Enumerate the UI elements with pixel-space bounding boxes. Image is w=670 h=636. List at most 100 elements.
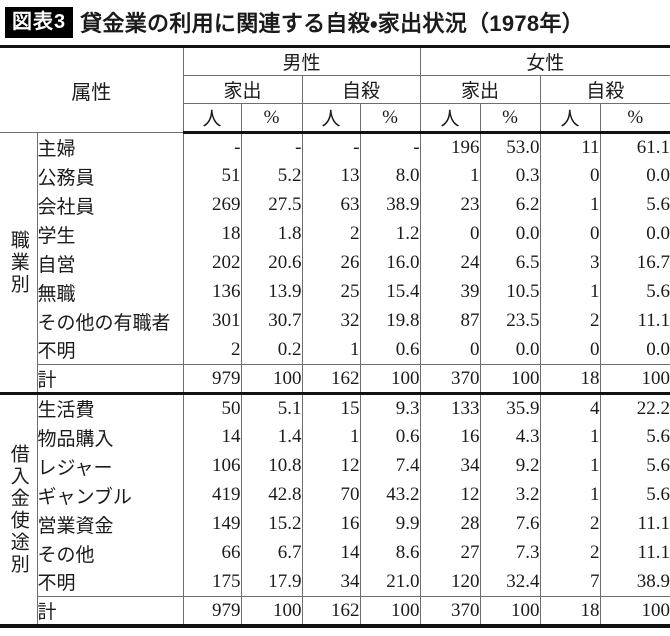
cell-value: - (240, 132, 302, 162)
header-male-suicide: 自殺 (301, 75, 421, 104)
cell-value: 120 (419, 567, 481, 597)
cell-value: 16 (419, 422, 481, 452)
cell-value: 16.7 (599, 248, 670, 278)
cell-value: 100 (359, 364, 421, 395)
cell-value: 0.3 (479, 161, 541, 191)
table-row: 無職 136 13.9 25 15.4 39 10.5 1 5.6 (0, 277, 670, 307)
cell-value: 6.5 (479, 248, 541, 278)
stats-table: 属性 男性 女性 家出 自殺 家出 自殺 人 % 人 % 人 % 人 % 職業別… (0, 45, 670, 628)
table-row: 借入金使途別 生活費 50 5.1 15 9.3 133 35.9 4 22.2 (0, 393, 670, 576)
cell-value: 13 (301, 161, 360, 191)
table-row-total: 計 979 100 162 100 370 100 18 100 (0, 596, 670, 626)
cell-value: 1 (539, 190, 601, 220)
cell-value: 1 (539, 422, 601, 452)
cell-value: 100 (479, 596, 541, 626)
header-male: 男性 (182, 46, 421, 76)
cell-value: 162 (301, 596, 360, 626)
cell-value: 18 (539, 596, 601, 626)
header-unit: 人 (419, 103, 481, 134)
cell-value: 5.6 (599, 190, 670, 220)
cell-value: 0.0 (479, 335, 541, 365)
cell-value: 0 (539, 161, 601, 191)
cell-value: 8.6 (359, 538, 421, 568)
cell-value: 11 (539, 132, 601, 162)
row-label: 不明 (36, 335, 183, 365)
cell-value: 14 (301, 538, 360, 568)
cell-value: 10.5 (479, 277, 541, 307)
cell-value: 13.9 (240, 277, 302, 307)
cell-value: 7 (539, 567, 601, 597)
cell-value: 162 (301, 364, 360, 395)
cell-value: 15 (301, 393, 360, 423)
cell-value: 63 (301, 190, 360, 220)
header-unit: 人 (539, 103, 601, 134)
cell-value: 0 (419, 219, 481, 249)
cell-value: 10.8 (240, 451, 302, 481)
row-label: その他 (36, 538, 183, 568)
table-row: 自営 202 20.6 26 16.0 24 6.5 3 16.7 (0, 248, 670, 278)
table-row: 職業別 主婦 - - - - 196 53.0 11 61.1 (0, 132, 670, 395)
cell-value: 100 (599, 596, 670, 626)
header-female-suicide: 自殺 (539, 75, 670, 104)
row-label: 物品購入 (36, 422, 183, 452)
cell-value: 14 (182, 422, 241, 452)
cell-value: 0.0 (479, 219, 541, 249)
cell-value: 12 (301, 451, 360, 481)
cell-value: 19.8 (359, 306, 421, 336)
header-female-runaway: 家出 (419, 75, 541, 104)
header-unit: % (479, 103, 541, 134)
cell-value: 202 (182, 248, 241, 278)
cell-value: 1.4 (240, 422, 302, 452)
cell-value: 1 (539, 480, 601, 510)
cell-value: 32 (301, 306, 360, 336)
cell-value: 100 (240, 364, 302, 395)
cell-value: 979 (182, 364, 241, 395)
cell-value: 7.6 (479, 509, 541, 539)
cell-value: 149 (182, 509, 241, 539)
cell-value: 100 (479, 364, 541, 395)
cell-value: 39 (419, 277, 481, 307)
table-row: レジャー 106 10.8 12 7.4 34 9.2 1 5.6 (0, 451, 670, 481)
cell-value: 11.1 (599, 538, 670, 568)
cell-value: 2 (539, 306, 601, 336)
row-label: 不明 (36, 567, 183, 597)
cell-value: - (301, 132, 360, 162)
cell-value: 2 (301, 219, 360, 249)
cell-value: 5.2 (240, 161, 302, 191)
cell-value: 30.7 (240, 306, 302, 336)
cell-value: 8.0 (359, 161, 421, 191)
cell-value: 370 (419, 596, 481, 626)
table-row: 物品購入 14 1.4 1 0.6 16 4.3 1 5.6 (0, 422, 670, 452)
header-unit: % (359, 103, 421, 134)
cell-value: 17.9 (240, 567, 302, 597)
cell-value: 2 (539, 509, 601, 539)
header-male-runaway: 家出 (182, 75, 302, 104)
cell-value: 136 (182, 277, 241, 307)
cell-value: 27 (419, 538, 481, 568)
header-female: 女性 (419, 46, 670, 76)
cell-value: 7.3 (479, 538, 541, 568)
header-unit: 人 (182, 103, 241, 134)
cell-value: 23 (419, 190, 481, 220)
table-row: ギャンブル 419 42.8 70 43.2 12 3.2 1 5.6 (0, 480, 670, 510)
row-label: 自営 (36, 248, 183, 278)
cell-value: 4.3 (479, 422, 541, 452)
cell-value: 1 (301, 422, 360, 452)
cell-value: 0.6 (359, 422, 421, 452)
cell-value: 1 (419, 161, 481, 191)
cell-value: 50 (182, 393, 241, 423)
cell-value: 301 (182, 306, 241, 336)
cell-value: 9.3 (359, 393, 421, 423)
cell-value: 2 (539, 538, 601, 568)
table-row: 不明 175 17.9 34 21.0 120 32.4 7 38.9 (0, 567, 670, 597)
cell-value: 12 (419, 480, 481, 510)
table-row: その他の有職者 301 30.7 32 19.8 87 23.5 2 11.1 (0, 306, 670, 336)
cell-value: 5.6 (599, 277, 670, 307)
cell-value: 370 (419, 364, 481, 395)
cell-value: 25 (301, 277, 360, 307)
cell-value: 38.9 (359, 190, 421, 220)
cell-value: 0 (419, 335, 481, 365)
row-label: 生活費 (36, 393, 183, 423)
cell-value: 38.9 (599, 567, 670, 597)
header-attribute: 属性 (0, 46, 183, 133)
